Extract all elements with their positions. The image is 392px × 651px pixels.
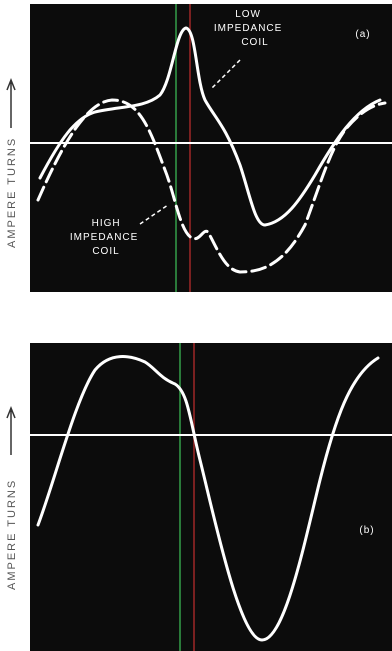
label-line: IMPEDANCE bbox=[70, 232, 138, 243]
axis-arrow bbox=[7, 408, 15, 455]
axis-label: AMPERE TURNS bbox=[6, 479, 18, 590]
label-line: LOW bbox=[235, 9, 261, 20]
scope-screen bbox=[30, 4, 392, 292]
axis-arrow bbox=[7, 80, 15, 128]
label-line: HIGH bbox=[92, 218, 121, 229]
label-line: COIL bbox=[241, 37, 268, 48]
axis-label: AMPERE TURNS bbox=[6, 137, 18, 248]
label-line: IMPEDANCE bbox=[214, 23, 282, 34]
label-line: COIL bbox=[92, 246, 119, 257]
figure: LOW IMPEDANCE COIL HIGH IMPEDANCE COIL (… bbox=[0, 0, 392, 651]
panel-tag: (a) bbox=[355, 29, 370, 40]
panel-tag: (b) bbox=[359, 525, 374, 536]
